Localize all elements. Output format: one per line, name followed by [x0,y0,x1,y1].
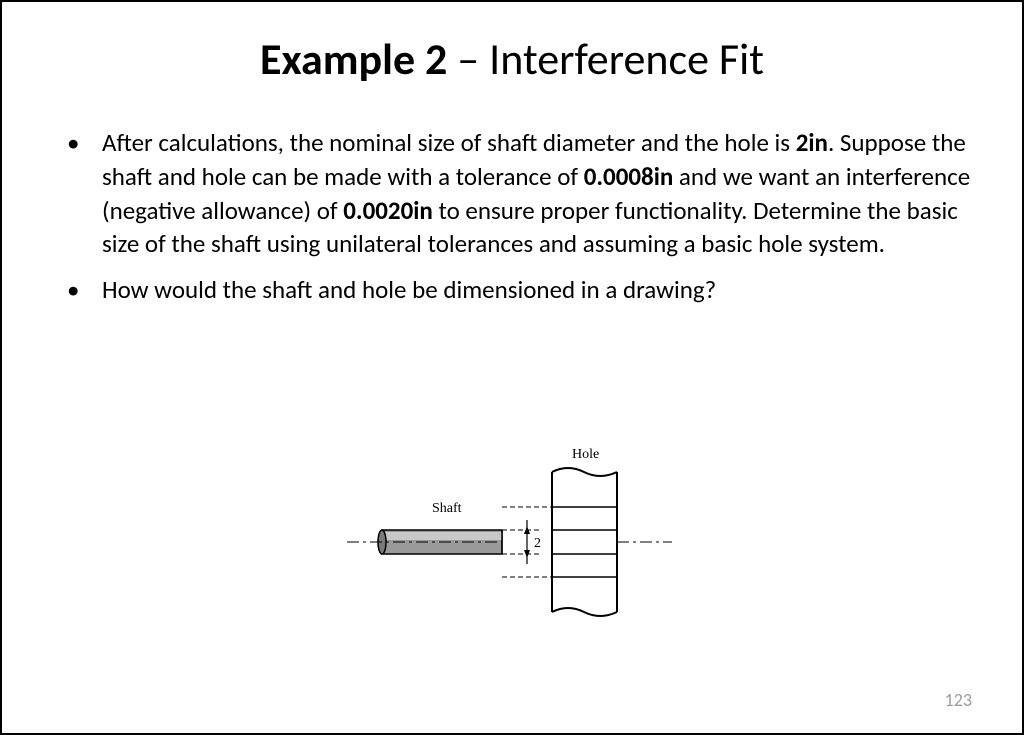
hole-shape [552,468,617,616]
dimension-marker [524,520,530,564]
hole-label: Hole [572,447,599,462]
shaft-hole-diagram: Hole Shaft [342,442,692,642]
bullet-text-bold: 0.0008in [584,161,674,192]
bullet-text: How would the shaft and hole be dimensio… [102,274,716,305]
bullet-text-bold: 0.0020in [343,195,433,226]
title-regular: Interference Fit [489,32,764,86]
diagram-svg: Hole Shaft [342,442,692,642]
slide-title: Example 2 – Interference Fit [52,32,972,86]
dimension-value: 2 [534,536,541,551]
title-separator: – [447,32,489,86]
bullet-item: After calculations, the nominal size of … [92,126,972,261]
bullet-item: How would the shaft and hole be dimensio… [92,273,972,307]
bullet-text-bold: 2in [796,127,828,158]
shaft-label: Shaft [432,501,462,516]
bullet-list: After calculations, the nominal size of … [52,126,972,307]
page-number: 123 [945,689,972,711]
title-bold: Example 2 [260,32,447,86]
slide-container: Example 2 – Interference Fit After calcu… [2,2,1022,733]
bullet-text: After calculations, the nominal size of … [102,127,796,158]
